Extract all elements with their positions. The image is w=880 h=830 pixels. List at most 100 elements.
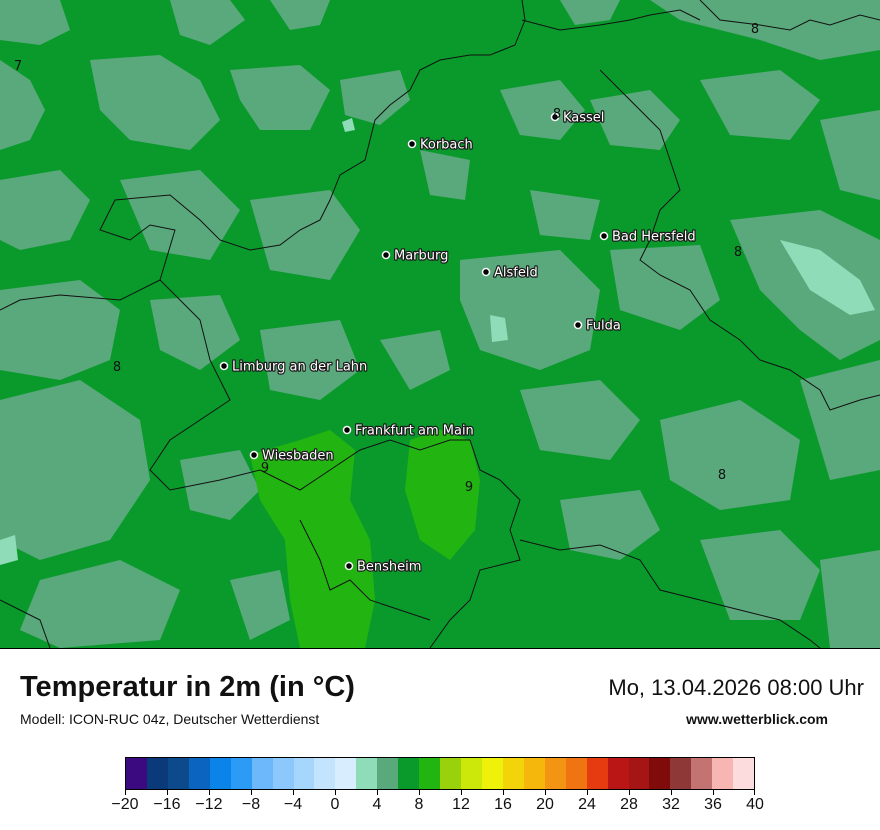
colorbar-tick (713, 790, 714, 795)
website-link[interactable]: www.wetterblick.com (686, 711, 828, 727)
isoline-label: 7 (14, 59, 22, 74)
city-dot (550, 112, 560, 122)
colorbar-segment (314, 758, 336, 789)
colorbar-tick-label: 36 (704, 796, 722, 813)
forecast-datetime: Mo, 13.04.2026 08:00 Uhr (608, 675, 864, 700)
colorbar-tick-label: 0 (330, 796, 340, 813)
colorbar-segment (481, 758, 503, 789)
colorbar-segment (544, 758, 566, 789)
footer: Temperatur in 2m (in °C) Modell: ICON-RU… (0, 649, 880, 830)
colorbar-tick (545, 790, 546, 795)
city-dot (249, 450, 259, 460)
colorbar-tick-label: −12 (195, 796, 223, 813)
colorbar-segment (523, 758, 545, 789)
isoline-labels: 7 8 8 8 8 8 9 9 (14, 22, 759, 495)
colorbar-segment (230, 758, 252, 789)
colorbar-segment (398, 758, 420, 789)
colorbar-tick (293, 790, 294, 795)
colorbar-tick-label: 8 (414, 796, 424, 813)
colorbar-tick-label: 16 (494, 796, 512, 813)
city-label: Frankfurt am Main (355, 424, 474, 439)
temperature-map[interactable]: Kassel Korbach Bad Hersfeld Marburg Alsfeld F… (0, 0, 880, 649)
city-label: Korbach (420, 138, 473, 153)
temperature-field-6 (0, 118, 875, 565)
colorbar-tick-label: 4 (372, 796, 382, 813)
colorbar-segment (167, 758, 189, 789)
city-bad-hersfeld[interactable]: Bad Hersfeld (599, 228, 697, 246)
city-label: Fulda (586, 319, 621, 334)
map-canvas: Kassel Korbach Bad Hersfeld Marburg Alsfeld F… (0, 0, 880, 648)
city-dot (599, 231, 609, 241)
isoline-label: 8 (718, 468, 726, 483)
city-label: Kassel (563, 111, 604, 126)
temperature-field-9 (250, 430, 480, 648)
city-bensheim[interactable]: Bensheim (344, 558, 423, 576)
colorbar-tick-label: −4 (283, 796, 303, 813)
colorbar-tick (629, 790, 630, 795)
city-label: Bensheim (357, 560, 421, 575)
colorbar-segment (251, 758, 273, 789)
colorbar-tick (671, 790, 672, 795)
city-dot (381, 250, 391, 260)
colorbar-tick-label: 28 (620, 796, 638, 813)
temperature-field-7 (0, 0, 880, 648)
colorbar-segment (628, 758, 650, 789)
colorbar-tick (377, 790, 378, 795)
state-borders (0, 0, 880, 648)
colorbar-segment (293, 758, 315, 789)
colorbar-tick (125, 790, 126, 795)
colorbar-tick (587, 790, 588, 795)
colorbar-segment (377, 758, 399, 789)
colorbar-segment (461, 758, 482, 789)
colorbar-tick (419, 790, 420, 795)
city-label: Marburg (394, 249, 448, 264)
colorbar-tick (461, 790, 462, 795)
colorbar-segment (586, 758, 608, 789)
colorbar-tick (754, 790, 755, 795)
colorbar-segment (440, 758, 461, 789)
colorbar-segment (188, 758, 210, 789)
colorbar-segment (565, 758, 587, 789)
colorbar-tick (503, 790, 504, 795)
city-dot (344, 561, 354, 571)
city-label: Bad Hersfeld (612, 230, 696, 245)
isoline-label: 8 (113, 360, 121, 375)
city-alsfeld[interactable]: Alsfeld (481, 264, 539, 282)
colorbar-segment (209, 758, 231, 789)
colorbar (125, 757, 755, 790)
city-fulda[interactable]: Fulda (573, 317, 622, 335)
city-label: Wiesbaden (262, 449, 334, 464)
city-marburg[interactable]: Marburg (381, 247, 450, 265)
city-frankfurt-am-main[interactable]: Frankfurt am Main (342, 422, 475, 440)
city-dot (481, 267, 491, 277)
city-wiesbaden[interactable]: Wiesbaden (249, 447, 335, 465)
isoline-label: 9 (465, 480, 473, 495)
city-label: Alsfeld (494, 266, 538, 281)
isoline-label: 9 (261, 461, 269, 476)
colorbar-tick-label: 40 (746, 796, 764, 813)
city-limburg-an-der-lahn[interactable]: Limburg an der Lahn (219, 358, 368, 376)
colorbar-segment (733, 758, 755, 789)
colorbar-segment (670, 758, 692, 789)
city-korbach[interactable]: Korbach (407, 136, 474, 154)
colorbar-tick (167, 790, 168, 795)
city-dot (407, 139, 417, 149)
colorbar-tick-label: −8 (241, 796, 261, 813)
colorbar-tick (209, 790, 210, 795)
colorbar-tick-label: −16 (153, 796, 181, 813)
colorbar-segment (712, 758, 734, 789)
colorbar-segment (607, 758, 629, 789)
city-dot (573, 320, 583, 330)
colorbar-segment (649, 758, 671, 789)
city-kassel[interactable]: Kassel (550, 109, 606, 127)
colorbar-tick-label: 24 (578, 796, 596, 813)
colorbar-tick-label: 12 (452, 796, 470, 813)
isoline-label: 8 (751, 22, 759, 37)
colorbar-segment (502, 758, 524, 789)
colorbar-tick (335, 790, 336, 795)
colorbar-segment (126, 758, 147, 789)
model-info: Modell: ICON-RUC 04z, Deutscher Wetterdi… (20, 711, 320, 727)
city-markers: Kassel Korbach Bad Hersfeld Marburg Alsfeld F… (219, 109, 697, 576)
colorbar-segment (356, 758, 378, 789)
isoline-label: 8 (734, 245, 742, 260)
